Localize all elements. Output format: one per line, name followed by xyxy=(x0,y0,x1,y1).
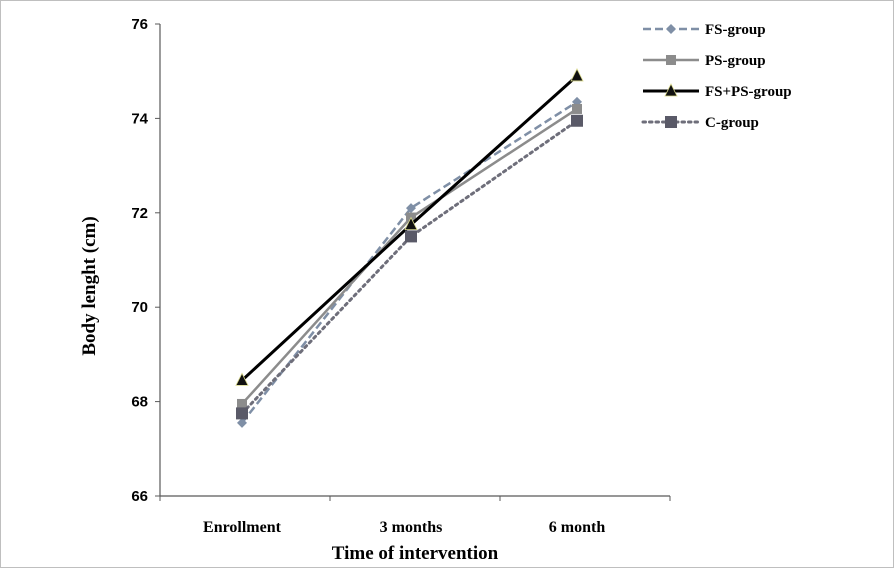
data-point-marker xyxy=(235,372,249,386)
data-point-marker xyxy=(406,203,416,214)
legend-item: FS+PS-group xyxy=(643,83,792,100)
legend-item: PS-group xyxy=(643,53,766,69)
legend-label: C-group xyxy=(705,115,759,131)
x-axis-title: Time of intervention xyxy=(332,543,499,564)
series-fs-group xyxy=(237,96,582,428)
y-tick-label: 76 xyxy=(131,16,148,33)
data-point-marker xyxy=(237,417,247,428)
legend-item: C-group xyxy=(641,115,759,131)
series-line xyxy=(241,100,578,424)
legend-label: FS+PS-group xyxy=(705,84,792,100)
legend: FS-group PS-group FS+PS-group C-group xyxy=(641,22,792,131)
data-point-marker xyxy=(404,216,418,231)
y-axis-ticks: 66 68 70 72 74 76 xyxy=(131,16,160,505)
legend-marker xyxy=(666,55,676,65)
data-point-marker xyxy=(571,114,583,127)
legend-marker xyxy=(665,116,677,128)
legend-label: FS-group xyxy=(705,22,766,38)
y-tick-label: 74 xyxy=(131,110,148,127)
legend-marker xyxy=(666,24,676,34)
data-point-marker xyxy=(236,407,248,420)
series-c-group xyxy=(236,114,583,420)
series-line xyxy=(240,119,579,415)
y-tick-label: 68 xyxy=(131,394,148,411)
y-tick-label: 70 xyxy=(131,299,148,316)
data-point-marker xyxy=(405,230,417,243)
x-tick-label: 3 months xyxy=(380,519,443,536)
y-tick-label: 72 xyxy=(131,205,148,222)
legend-label: PS-group xyxy=(705,53,766,69)
data-point-marker xyxy=(572,103,582,114)
x-tick-label: Enrollment xyxy=(203,519,282,536)
data-point-marker xyxy=(570,68,584,82)
series-fs-ps-group xyxy=(235,68,584,386)
y-tick-label: 66 xyxy=(131,488,148,505)
y-axis-title: Body lenght (cm) xyxy=(79,216,100,355)
data-point-marker xyxy=(237,398,247,409)
x-axis-ticks: Enrollment 3 months 6 month xyxy=(159,496,671,536)
legend-item: FS-group xyxy=(643,22,766,38)
x-tick-label: 6 month xyxy=(549,519,606,536)
legend-marker xyxy=(664,83,678,97)
series-layer xyxy=(235,68,584,428)
